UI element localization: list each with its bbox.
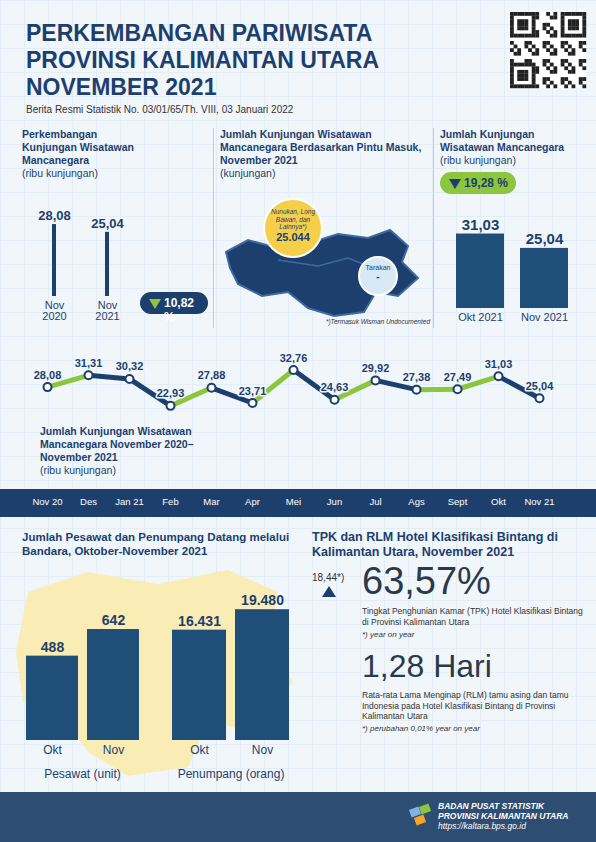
svg-text:31,31: 31,31 bbox=[75, 357, 103, 369]
svg-text:Nov 20: Nov 20 bbox=[32, 496, 62, 507]
svg-text:Pesawat (unit): Pesawat (unit) bbox=[44, 767, 121, 781]
html-text:(ribu kunjungan): (ribu kunjungan) bbox=[22, 167, 98, 179]
svg-text:Apr: Apr bbox=[245, 496, 260, 507]
svg-text:22,93: 22,93 bbox=[157, 387, 185, 399]
svg-text:25,04: 25,04 bbox=[526, 230, 564, 247]
svg-text:19.480: 19.480 bbox=[241, 592, 284, 608]
svg-text:30,32: 30,32 bbox=[116, 360, 144, 372]
svg-text:Nov2021: Nov2021 bbox=[95, 299, 119, 322]
svg-text:Mar: Mar bbox=[203, 496, 219, 507]
svg-text:Jun: Jun bbox=[327, 496, 342, 507]
svg-text:16.431: 16.431 bbox=[178, 613, 221, 629]
svg-text:Sept: Sept bbox=[448, 496, 468, 507]
html-text:(kunjungan): (kunjungan) bbox=[220, 167, 276, 179]
svg-text:Nov: Nov bbox=[252, 743, 273, 757]
html-text:PROVINSI KALIMANTAN UTARA: PROVINSI KALIMANTAN UTARA bbox=[438, 811, 569, 821]
svg-text:31,03: 31,03 bbox=[485, 358, 513, 370]
html-text:BADAN PUSAT STATISTIK: BADAN PUSAT STATISTIK bbox=[438, 801, 545, 811]
html-text:Jumlah Kunjungan Wisatawan Man: Jumlah Kunjungan Wisatawan Mancanegara bbox=[440, 128, 565, 153]
html-text:Nunukan, Long Bawan, dan Lainn: Nunukan, Long Bawan, dan Lainnya*) bbox=[271, 208, 315, 230]
svg-text:Mei: Mei bbox=[286, 496, 301, 507]
svg-text:Des: Des bbox=[80, 496, 97, 507]
html-text:19,28 %: 19,28 % bbox=[464, 176, 508, 190]
svg-text:28,08: 28,08 bbox=[34, 369, 62, 381]
html-text:Tarakan: Tarakan bbox=[365, 264, 391, 271]
svg-text:28,08: 28,08 bbox=[38, 208, 71, 223]
svg-text:Nov 2021: Nov 2021 bbox=[521, 311, 568, 323]
html-text:Jumlah Pesawat dan Penumpang D: Jumlah Pesawat dan Penumpang Datang mela… bbox=[22, 531, 290, 557]
svg-text:Penumpang (orang): Penumpang (orang) bbox=[178, 767, 285, 781]
html-text:*) year on year: *) year on year bbox=[362, 630, 415, 639]
svg-text:Okt: Okt bbox=[43, 743, 62, 757]
svg-text:Nov: Nov bbox=[103, 743, 124, 757]
html-text:Perkembangan Kunjungan Wisataw: Perkembangan Kunjungan Wisatawan Mancane… bbox=[22, 128, 134, 166]
html-text:Jumlah Kunjungan Wisatawan Man: Jumlah Kunjungan Wisatawan Mancanegara B… bbox=[220, 128, 422, 166]
html-text:Tingkat Penghunian Kamar (TPK): Tingkat Penghunian Kamar (TPK) Hotel Kla… bbox=[362, 606, 583, 627]
html-text:Berita Resmi Statistik No. 03/: Berita Resmi Statistik No. 03/01/65/Th. … bbox=[26, 104, 294, 115]
svg-text:Okt: Okt bbox=[491, 496, 506, 507]
svg-text:25,04: 25,04 bbox=[91, 215, 124, 230]
svg-text:24,63: 24,63 bbox=[321, 381, 349, 393]
html-text:PROVINSI KALIMANTAN UTARA: PROVINSI KALIMANTAN UTARA bbox=[26, 47, 380, 73]
svg-text:25,04: 25,04 bbox=[526, 380, 554, 392]
svg-text:Nov2020: Nov2020 bbox=[42, 299, 66, 322]
html-text:*) perubahan 0,01% year on yea: *) perubahan 0,01% year on year bbox=[362, 724, 480, 733]
svg-text:Feb: Feb bbox=[162, 496, 178, 507]
svg-text:Nov 21: Nov 21 bbox=[524, 496, 554, 507]
svg-text:31,03: 31,03 bbox=[462, 216, 500, 233]
svg-text:32,76: 32,76 bbox=[280, 352, 308, 364]
html-text:*)Termasuk Wisman Undocumented: *)Termasuk Wisman Undocumented bbox=[325, 318, 430, 325]
html-text:TPK dan RLM Hotel Klasifikasi: TPK dan RLM Hotel Klasifikasi Bintang di… bbox=[312, 530, 558, 559]
html-text:NOVEMBER 2021: NOVEMBER 2021 bbox=[26, 74, 217, 100]
svg-text:Ags: Ags bbox=[408, 496, 425, 507]
html-text:63,57%: 63,57% bbox=[362, 560, 491, 602]
html-text:(ribu kunjungan): (ribu kunjungan) bbox=[440, 154, 516, 166]
html-text:https://kaltara.bps.go.id: https://kaltara.bps.go.id bbox=[438, 821, 526, 831]
svg-text:Okt 2021: Okt 2021 bbox=[458, 311, 503, 323]
svg-text:27,38: 27,38 bbox=[403, 371, 431, 383]
html-text:10,82 %: 10,82 % bbox=[164, 296, 194, 324]
svg-text:23,71: 23,71 bbox=[239, 385, 267, 397]
svg-text:27,88: 27,88 bbox=[198, 369, 226, 381]
html-text:18,44*): 18,44*) bbox=[312, 572, 345, 583]
html-text:PERKEMBANGAN PARIWISATA: PERKEMBANGAN PARIWISATA bbox=[26, 20, 373, 46]
html-text:Rata-rata Lama Menginap (RLM): Rata-rata Lama Menginap (RLM) tamu asing… bbox=[362, 690, 569, 721]
html-text:1,28 Hari: 1,28 Hari bbox=[362, 648, 492, 684]
svg-text:Okt: Okt bbox=[190, 743, 209, 757]
svg-text:29,92: 29,92 bbox=[362, 362, 390, 374]
svg-text:Jul: Jul bbox=[369, 496, 381, 507]
html-text:Jumlah Kunjungan Wisatawan Man: Jumlah Kunjungan Wisatawan Mancanegara N… bbox=[40, 425, 194, 463]
svg-text:27,49: 27,49 bbox=[444, 371, 472, 383]
svg-text:488: 488 bbox=[41, 639, 65, 655]
svg-text:642: 642 bbox=[102, 612, 126, 628]
html-text:25.044: 25.044 bbox=[276, 230, 310, 243]
html-text:(ribu kunjungan): (ribu kunjungan) bbox=[40, 464, 116, 476]
svg-text:Jan 21: Jan 21 bbox=[115, 496, 144, 507]
